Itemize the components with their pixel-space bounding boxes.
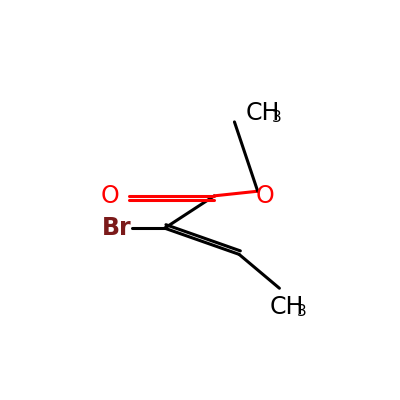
- Text: Br: Br: [102, 216, 132, 240]
- Text: O: O: [256, 184, 275, 208]
- Text: 3: 3: [272, 110, 281, 125]
- Text: CH: CH: [245, 101, 280, 125]
- Text: 3: 3: [296, 304, 306, 319]
- Text: O: O: [101, 184, 120, 208]
- Text: CH: CH: [270, 295, 304, 319]
